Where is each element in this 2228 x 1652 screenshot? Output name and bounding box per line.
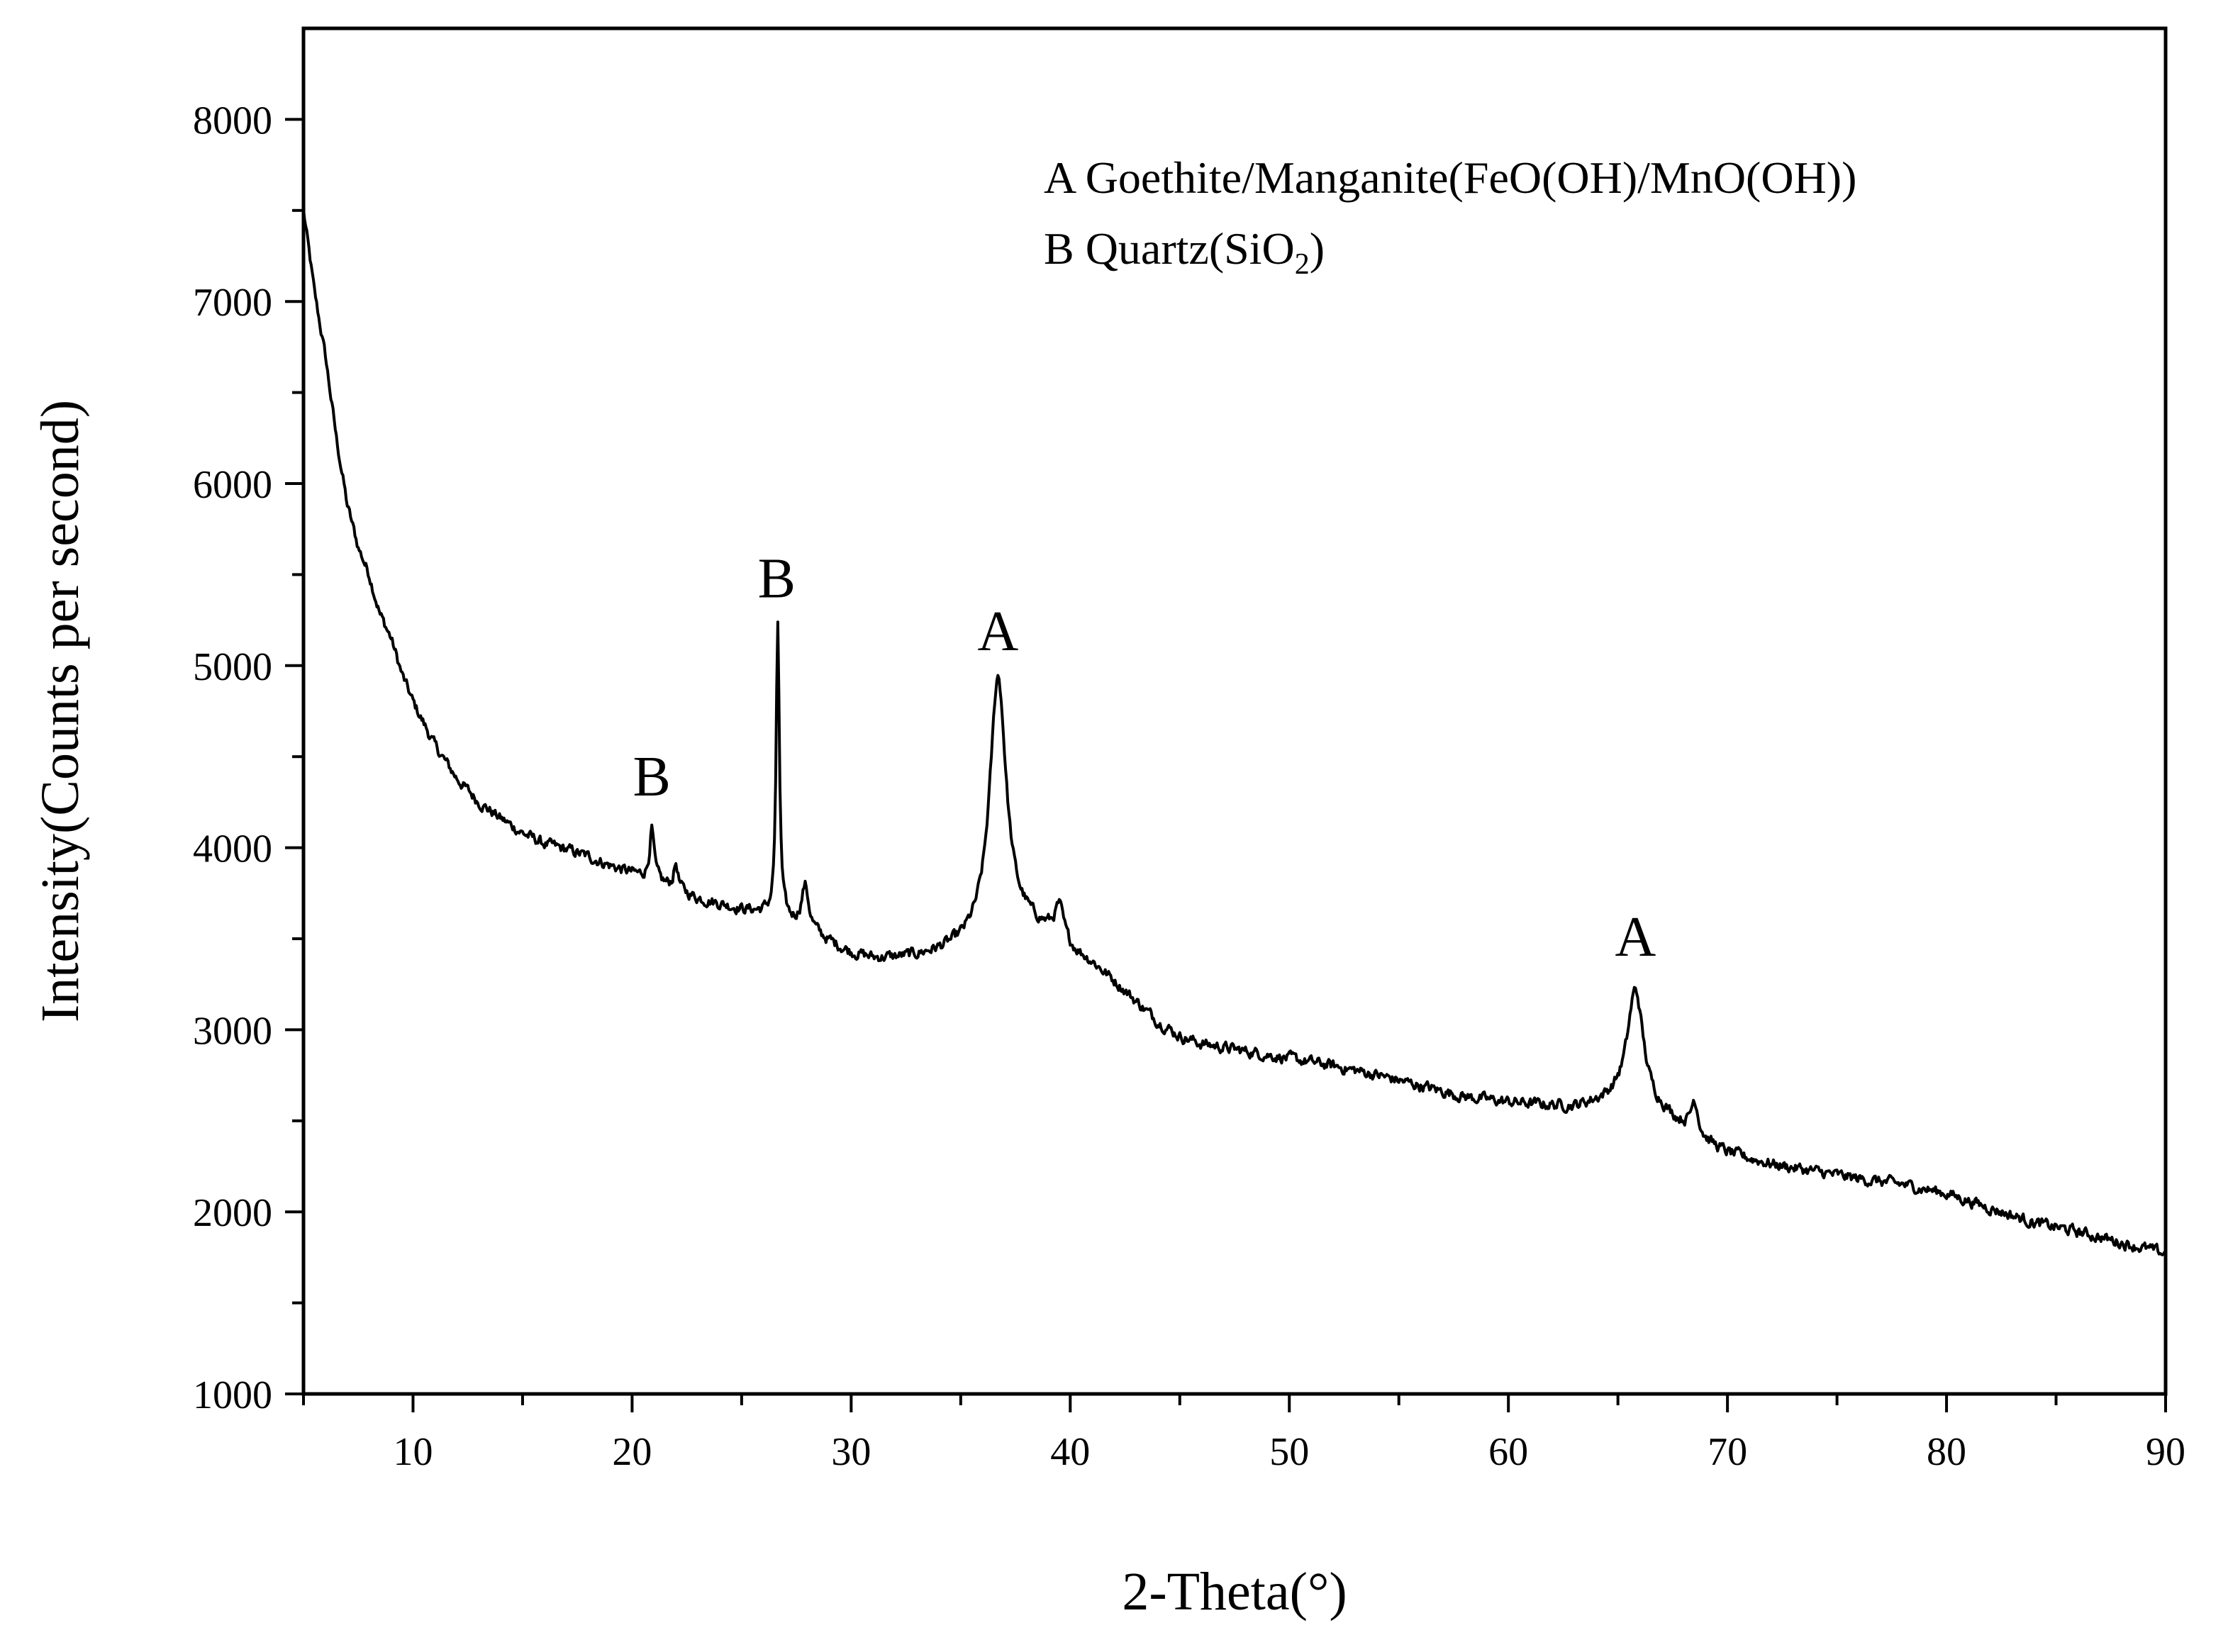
x-tick-label: 20 [612, 1430, 652, 1474]
y-tick-label: 6000 [193, 463, 272, 507]
x-tick-label: 90 [2146, 1430, 2185, 1474]
peak-label-a: A [1615, 906, 1656, 969]
x-tick-label: 70 [1708, 1430, 1747, 1474]
axis-ticks [285, 118, 2167, 1412]
y-axis-title: Intensity(Counts per second) [30, 400, 90, 1022]
x-tick-label: 50 [1269, 1430, 1309, 1474]
legend-entry-goethite: A Goethite/Manganite(FeO(OH)/MnO(OH)) [1044, 152, 1856, 203]
legend-entry-quartz: B Quartz(SiO2) [1044, 223, 1325, 281]
peak-label-b: B [758, 547, 796, 610]
peak-label-b: B [633, 746, 671, 808]
x-tick-label: 10 [393, 1430, 433, 1474]
tick-labels: 10 20 30 40 50 60 70 80 90 1000 2000 3000 4000 5000 60… [193, 99, 2185, 1474]
y-tick-label: 3000 [193, 1009, 272, 1053]
y-tick-label: 8000 [193, 99, 272, 143]
y-tick-label: 1000 [193, 1373, 272, 1417]
x-tick-label: 80 [1927, 1430, 1966, 1474]
xrd-series-line [302, 208, 2167, 1256]
legend-entry-quartz-end: ) [1310, 223, 1325, 274]
y-tick-label: 5000 [193, 645, 272, 689]
y-tick-label: 4000 [193, 827, 272, 871]
peak-label-a: A [977, 601, 1018, 663]
plot-frame [301, 26, 2168, 1396]
x-tick-label: 40 [1050, 1430, 1090, 1474]
x-axis-title: 2-Theta(°) [1122, 1562, 1347, 1622]
x-tick-label: 60 [1488, 1430, 1528, 1474]
legend-entry-quartz-subscript: 2 [1295, 248, 1310, 281]
y-tick-label: 2000 [193, 1191, 272, 1235]
legend-entry-quartz-main: B Quartz(SiO [1044, 223, 1295, 274]
peak-annotations: B B A A [633, 547, 1656, 969]
y-tick-label: 7000 [193, 281, 272, 325]
x-tick-label: 30 [831, 1430, 871, 1474]
